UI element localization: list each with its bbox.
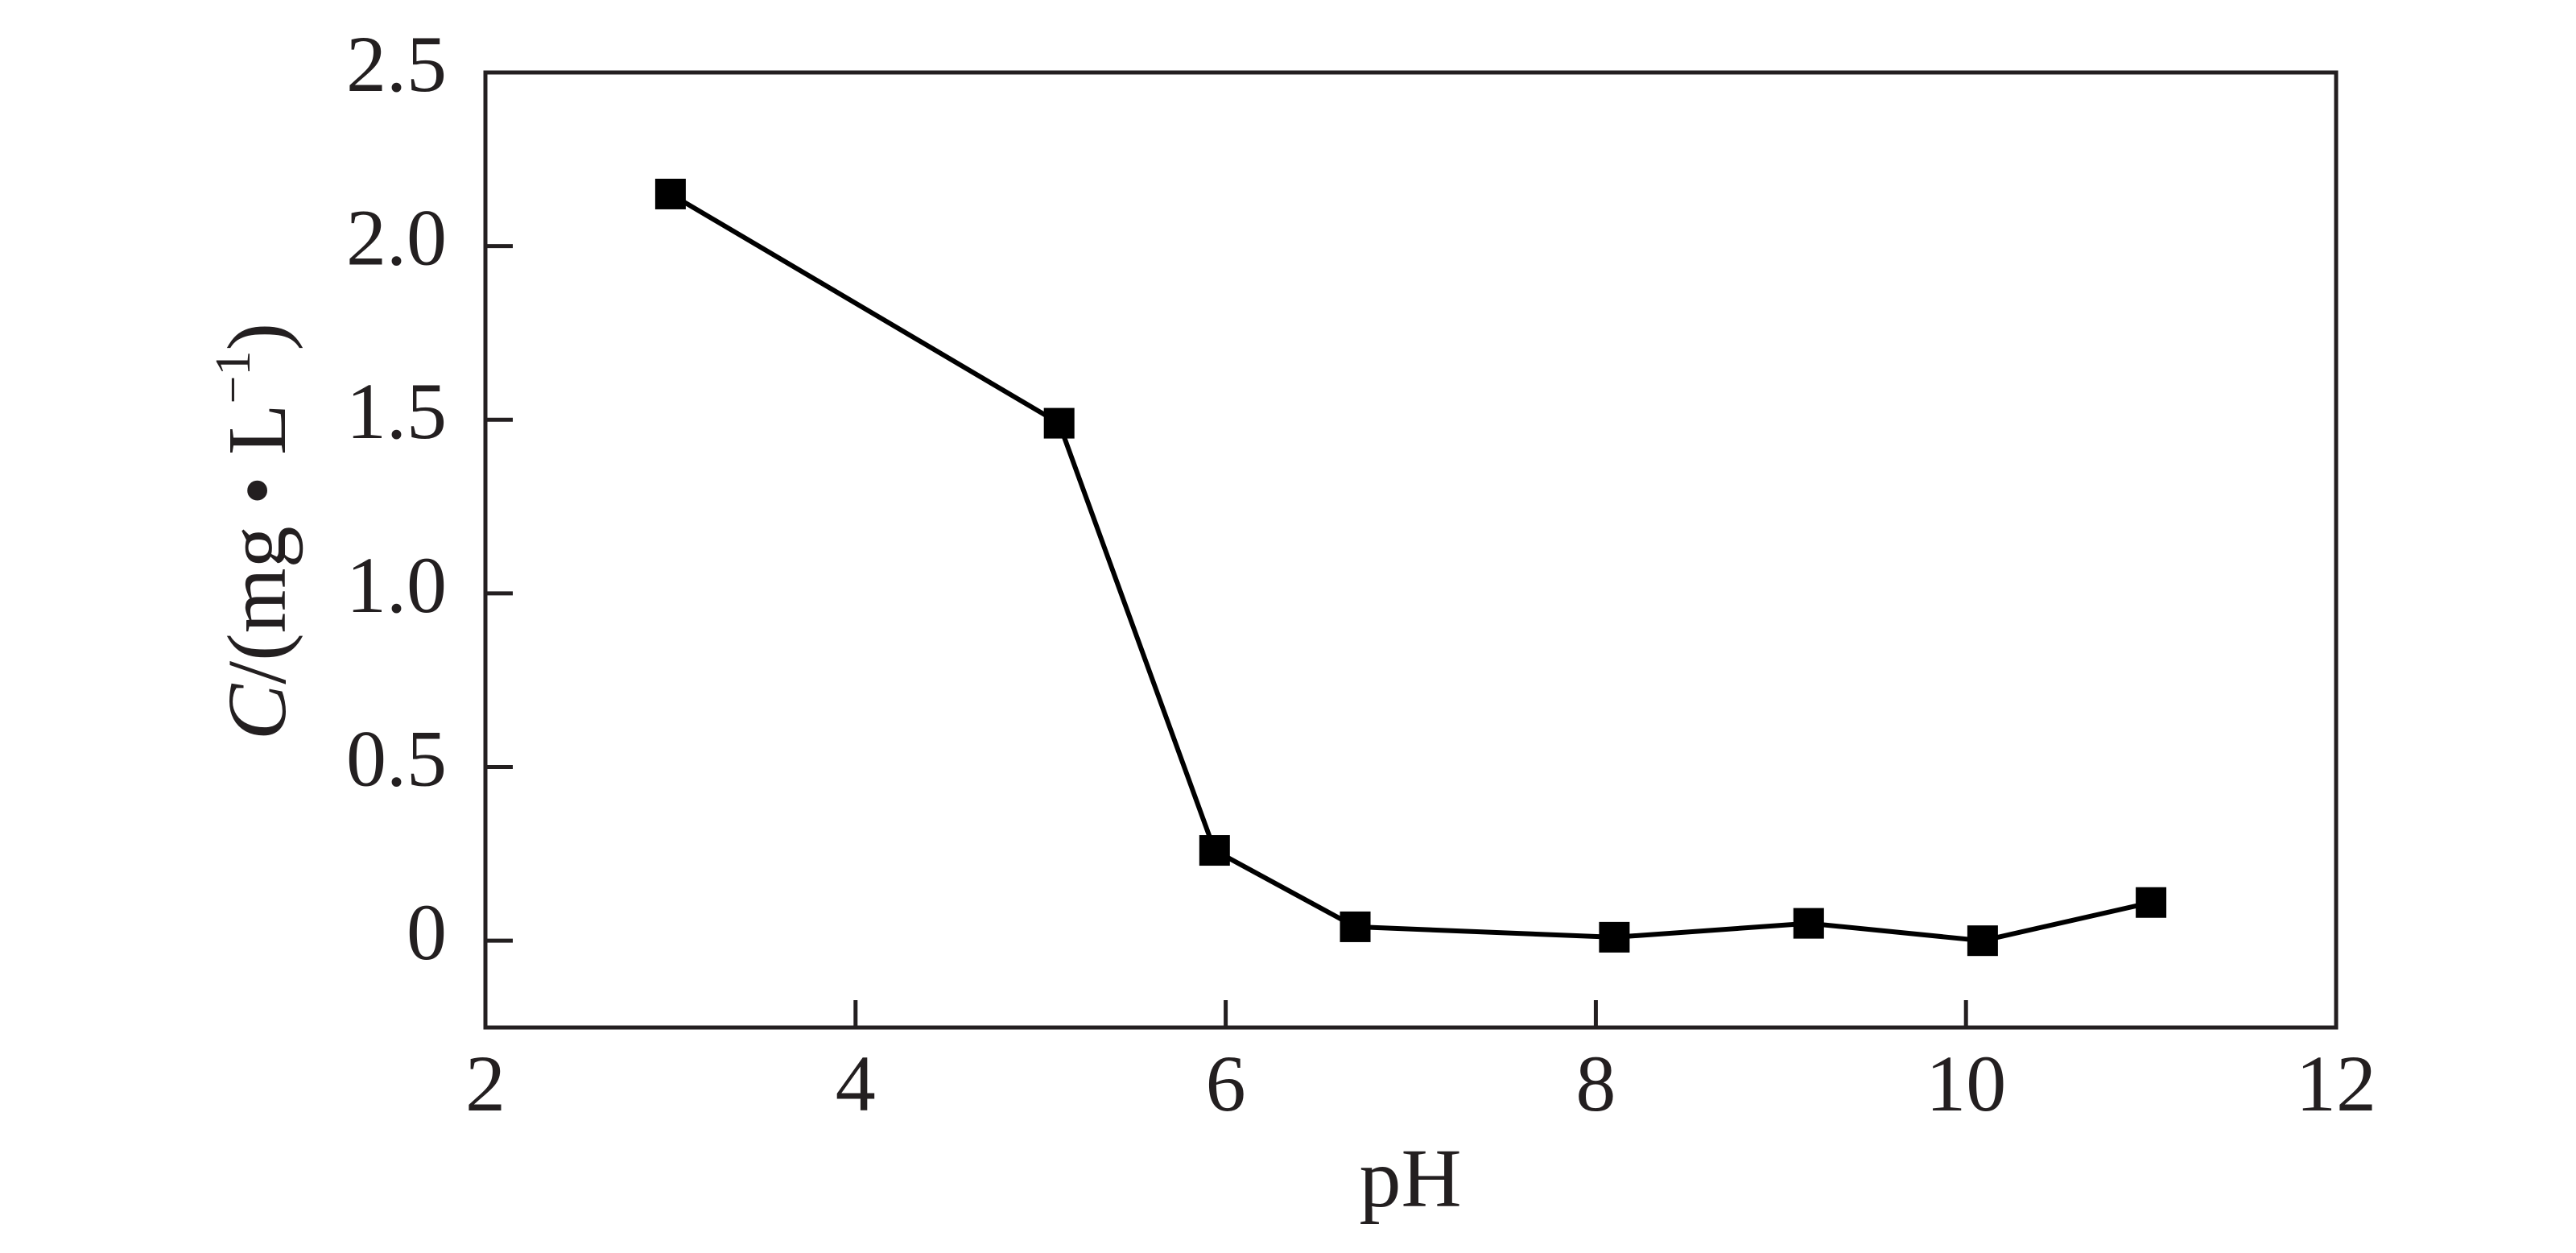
y-tick-label: 1.5 — [346, 366, 447, 456]
y-axis-title-superscript: −1 — [206, 350, 261, 403]
x-tick-label: 12 — [2296, 1039, 2376, 1128]
x-axis-title: pH — [1359, 1132, 1461, 1225]
x-tick-label: 4 — [836, 1039, 876, 1128]
plot-frame — [483, 70, 2339, 1030]
data-marker — [1599, 921, 1630, 953]
data-marker — [1340, 911, 1371, 942]
x-tick-label: 2 — [465, 1039, 506, 1128]
data-marker — [654, 178, 686, 209]
y-tick-label: 2.5 — [346, 19, 447, 109]
data-marker — [1199, 835, 1230, 866]
y-tick-label: 0.5 — [346, 713, 447, 803]
y-axis-title-unit: /(mg • L — [211, 403, 303, 684]
data-marker — [1793, 908, 1824, 939]
y-axis-title: C/(mg • L−1) — [206, 323, 303, 740]
y-tick-label: 2.0 — [346, 193, 447, 283]
data-marker — [1043, 407, 1075, 439]
data-line — [669, 192, 2152, 944]
data-marker — [2136, 887, 2167, 918]
y-tick-label: 1.0 — [346, 540, 447, 630]
x-tick-label: 6 — [1206, 1039, 1246, 1128]
y-axis-title-close: ) — [211, 323, 303, 351]
y-tick-label: 0 — [407, 887, 447, 977]
y-axis-title-symbol: C — [211, 683, 303, 740]
x-tick-label: 10 — [1926, 1039, 2006, 1128]
x-tick-label: 8 — [1575, 1039, 1616, 1128]
data-marker — [1967, 925, 1998, 957]
